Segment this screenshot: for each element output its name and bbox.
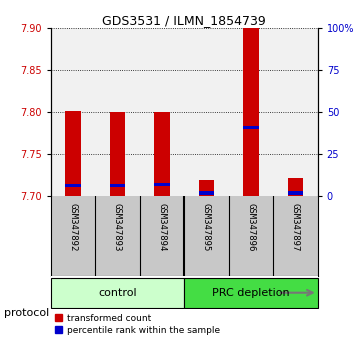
Text: GSM347893: GSM347893 — [113, 203, 122, 251]
Text: control: control — [98, 288, 136, 298]
Text: protocol: protocol — [4, 308, 49, 318]
Bar — [288, 178, 303, 196]
Bar — [65, 111, 81, 196]
Bar — [140, 28, 184, 196]
Bar — [95, 28, 140, 196]
Text: GSM347895: GSM347895 — [202, 203, 211, 251]
Bar — [109, 184, 125, 187]
Bar — [51, 28, 95, 196]
Bar — [154, 113, 170, 196]
Text: GSM347894: GSM347894 — [157, 203, 166, 251]
Legend: transformed count, percentile rank within the sample: transformed count, percentile rank withi… — [55, 314, 220, 335]
Text: GSM347892: GSM347892 — [68, 203, 77, 251]
FancyBboxPatch shape — [184, 278, 318, 308]
Bar — [243, 28, 259, 196]
Text: GSM347897: GSM347897 — [291, 203, 300, 251]
Bar — [154, 183, 170, 187]
Bar — [243, 126, 259, 129]
Text: PRC depletion: PRC depletion — [212, 288, 290, 298]
Bar — [273, 28, 318, 196]
Bar — [109, 113, 125, 196]
Text: GSM347896: GSM347896 — [247, 203, 255, 251]
Bar — [184, 28, 229, 196]
Bar — [65, 184, 81, 187]
Title: GDS3531 / ILMN_1854739: GDS3531 / ILMN_1854739 — [102, 14, 266, 27]
Bar — [199, 192, 214, 195]
Bar — [229, 28, 273, 196]
Bar — [199, 180, 214, 196]
Bar — [288, 192, 303, 195]
FancyBboxPatch shape — [51, 278, 184, 308]
